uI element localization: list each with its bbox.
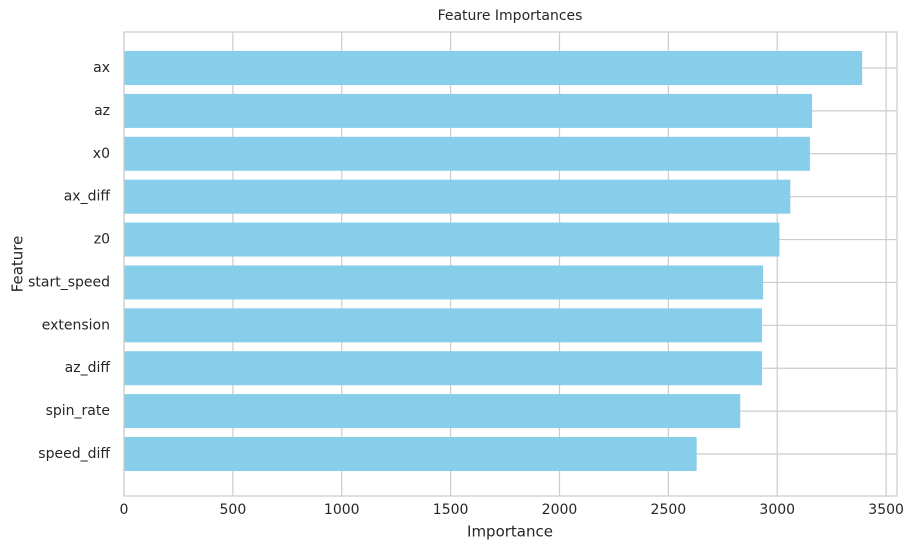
x-tick-label: 2000 bbox=[542, 502, 578, 518]
bar bbox=[124, 308, 762, 343]
x-axis-label: Importance bbox=[467, 523, 553, 541]
bars bbox=[124, 51, 863, 471]
plot-frame bbox=[123, 31, 898, 497]
bar bbox=[124, 93, 813, 128]
y-tick-label: start_speed bbox=[28, 274, 110, 290]
bar bbox=[124, 136, 810, 171]
x-tick-label: 3000 bbox=[759, 502, 795, 518]
y-tick-label: az_diff bbox=[65, 360, 111, 376]
x-tick-label: 2500 bbox=[651, 502, 687, 518]
chart-title: Feature Importances bbox=[438, 8, 583, 24]
y-axis-label: Feature bbox=[9, 236, 27, 293]
y-tick-label: ax_diff bbox=[64, 189, 111, 205]
x-tick-label: 0 bbox=[120, 502, 129, 518]
x-tick-label: 500 bbox=[220, 502, 247, 518]
y-tick-label: az bbox=[94, 103, 110, 119]
y-tick-label: z0 bbox=[94, 232, 110, 248]
bar bbox=[124, 351, 762, 386]
y-tick-label: speed_diff bbox=[38, 446, 110, 462]
x-tick-label: 3500 bbox=[868, 502, 904, 518]
bar bbox=[124, 51, 863, 85]
bar bbox=[124, 437, 697, 471]
bar bbox=[124, 222, 780, 257]
x-tick-label: 1500 bbox=[433, 502, 469, 518]
y-tick-label: x0 bbox=[93, 146, 110, 162]
y-tick-label: spin_rate bbox=[46, 403, 110, 419]
y-tick-label: extension bbox=[42, 317, 110, 333]
y-tick-label: ax bbox=[93, 60, 110, 76]
x-tick-label: 1000 bbox=[324, 502, 360, 518]
bar bbox=[124, 179, 791, 214]
bar bbox=[124, 394, 741, 429]
bar bbox=[124, 265, 764, 300]
